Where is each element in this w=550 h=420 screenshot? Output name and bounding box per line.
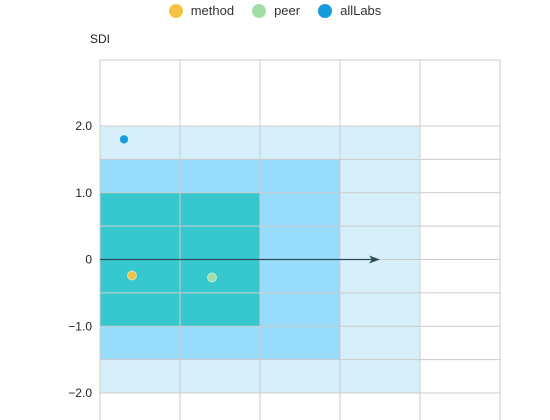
point-method-0 — [127, 270, 137, 281]
y-tick-label-2: 0 — [85, 253, 92, 267]
zero-arrow-head — [369, 255, 380, 264]
legend-label-peer: peer — [274, 3, 301, 18]
legend-marker-method — [168, 3, 183, 18]
y-tick-label-4: −2.0 — [68, 386, 92, 400]
y-tick-label-3: −1.0 — [68, 319, 92, 333]
legend-item-alllabs[interactable]: allLabs — [318, 3, 381, 18]
point-peer-0 — [207, 272, 217, 283]
legend-marker-alllabs — [318, 3, 333, 18]
legend-item-peer[interactable]: peer — [252, 3, 300, 18]
legend-marker-peer — [252, 3, 267, 18]
legend-item-method[interactable]: method — [168, 3, 235, 18]
y-axis-title: SDI — [90, 32, 111, 46]
legend-label-alllabs: allLabs — [340, 3, 382, 18]
y-tick-label-1: 1.0 — [75, 186, 92, 200]
y-tick-label-0: 2.0 — [75, 119, 92, 133]
point-alllabs-0 — [119, 134, 129, 145]
legend-label-method: method — [190, 3, 235, 18]
legend: method peer allLabs — [0, 3, 550, 18]
